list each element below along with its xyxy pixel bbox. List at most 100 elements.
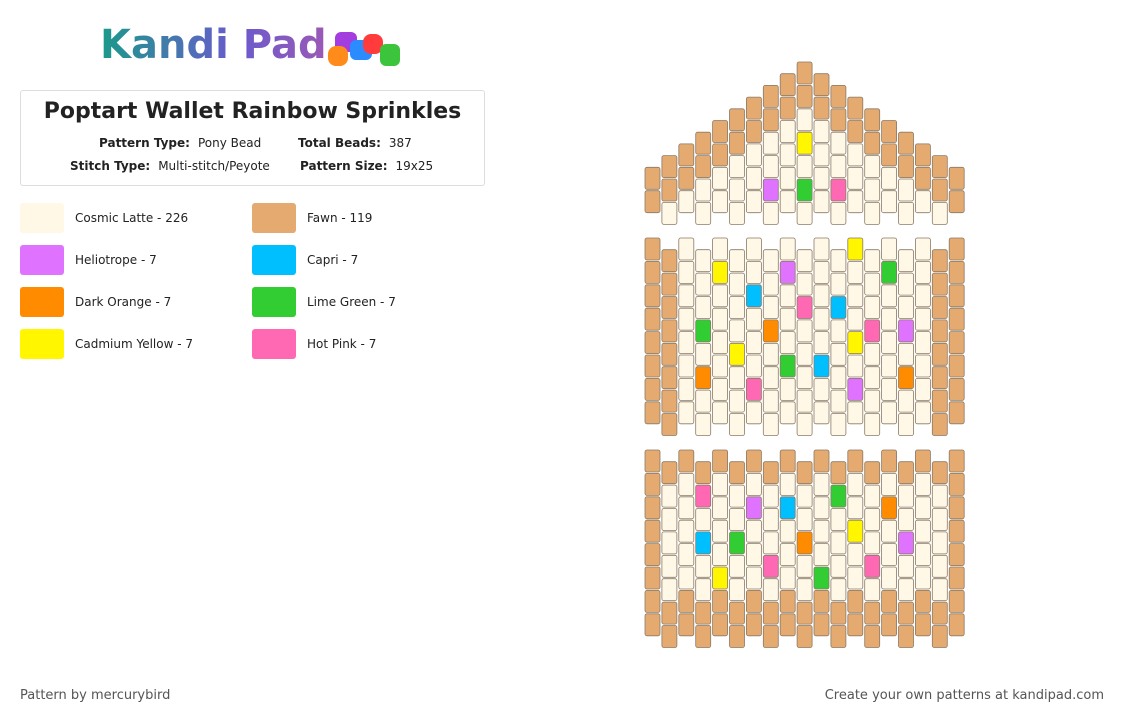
logo[interactable]: Kandi Pad	[100, 22, 327, 68]
bead	[830, 554, 847, 578]
bead	[644, 166, 661, 190]
bead	[695, 319, 712, 343]
bead	[661, 554, 678, 578]
bead	[813, 354, 830, 378]
bead	[746, 496, 762, 520]
bead	[948, 166, 965, 190]
bead	[779, 120, 796, 143]
bead	[695, 461, 712, 485]
bead	[746, 472, 762, 496]
bead	[948, 190, 965, 214]
bead	[779, 519, 796, 543]
legend-label: Cadmium Yellow - 7	[75, 337, 194, 351]
bead	[746, 354, 762, 378]
bead	[644, 496, 661, 520]
credit: Pattern by mercurybird	[20, 688, 171, 703]
bead	[661, 578, 678, 602]
bead	[898, 625, 914, 648]
value: Multi-stitch/Peyote	[158, 159, 270, 173]
bead	[695, 484, 712, 508]
bead	[729, 578, 745, 602]
bead	[813, 449, 830, 473]
legend-label: Heliotrope - 7	[75, 253, 157, 267]
bead	[678, 613, 695, 637]
bead	[915, 401, 931, 425]
bead	[762, 601, 779, 625]
legend-label: Capri - 7	[307, 253, 359, 267]
bead	[661, 601, 678, 625]
site-link[interactable]: Create your own patterns at kandipad.com	[824, 688, 1104, 703]
bead	[898, 413, 914, 436]
bead	[779, 354, 796, 378]
bead	[864, 319, 881, 343]
bead	[661, 178, 678, 202]
bead	[830, 319, 847, 343]
bead	[779, 190, 796, 214]
bead	[644, 237, 661, 261]
bead	[695, 578, 712, 602]
bead	[796, 578, 813, 602]
bead	[931, 531, 948, 555]
bead	[746, 190, 762, 214]
bead	[813, 613, 830, 637]
bead	[931, 625, 948, 648]
bead	[847, 284, 864, 308]
bead	[847, 496, 864, 520]
logo-beads	[328, 32, 400, 66]
bead	[796, 155, 813, 179]
bead	[644, 377, 661, 401]
bead	[931, 461, 948, 485]
bead	[881, 237, 897, 261]
bead	[898, 296, 914, 319]
bead	[712, 166, 728, 190]
bead	[915, 166, 931, 190]
bead	[931, 601, 948, 625]
bead	[762, 155, 779, 179]
bead	[762, 508, 779, 531]
bead	[712, 120, 728, 143]
bead	[813, 120, 830, 143]
swatch	[20, 203, 64, 233]
bead	[746, 166, 762, 190]
bead	[847, 590, 864, 613]
bead	[830, 131, 847, 155]
bead	[830, 272, 847, 296]
bead	[864, 342, 881, 366]
bead	[948, 449, 965, 473]
bead	[796, 249, 813, 273]
bead	[864, 201, 881, 225]
bead	[762, 413, 779, 436]
bead	[915, 354, 931, 378]
bead	[813, 237, 830, 261]
bead	[678, 377, 695, 401]
bead	[881, 377, 897, 401]
label: Pattern Type:	[99, 136, 190, 150]
bead	[948, 613, 965, 637]
bead	[948, 260, 965, 284]
bead	[881, 543, 897, 566]
bead	[762, 272, 779, 296]
bead	[779, 496, 796, 520]
bead	[813, 307, 830, 331]
bead	[661, 319, 678, 343]
bead	[931, 389, 948, 413]
label: Total Beads:	[298, 136, 381, 150]
bead	[847, 519, 864, 543]
bead	[729, 601, 745, 625]
bead	[898, 272, 914, 296]
bead	[695, 554, 712, 578]
bead	[830, 461, 847, 485]
bead	[915, 307, 931, 331]
bead	[847, 377, 864, 401]
bead	[864, 625, 881, 648]
bead	[898, 131, 914, 155]
bead	[661, 413, 678, 436]
bead	[830, 155, 847, 179]
bead	[796, 319, 813, 343]
bead	[695, 272, 712, 296]
detail: Pattern Size: 19x25	[300, 159, 433, 173]
bead	[729, 461, 745, 485]
bead	[864, 155, 881, 179]
bead	[847, 449, 864, 473]
bead	[931, 272, 948, 296]
